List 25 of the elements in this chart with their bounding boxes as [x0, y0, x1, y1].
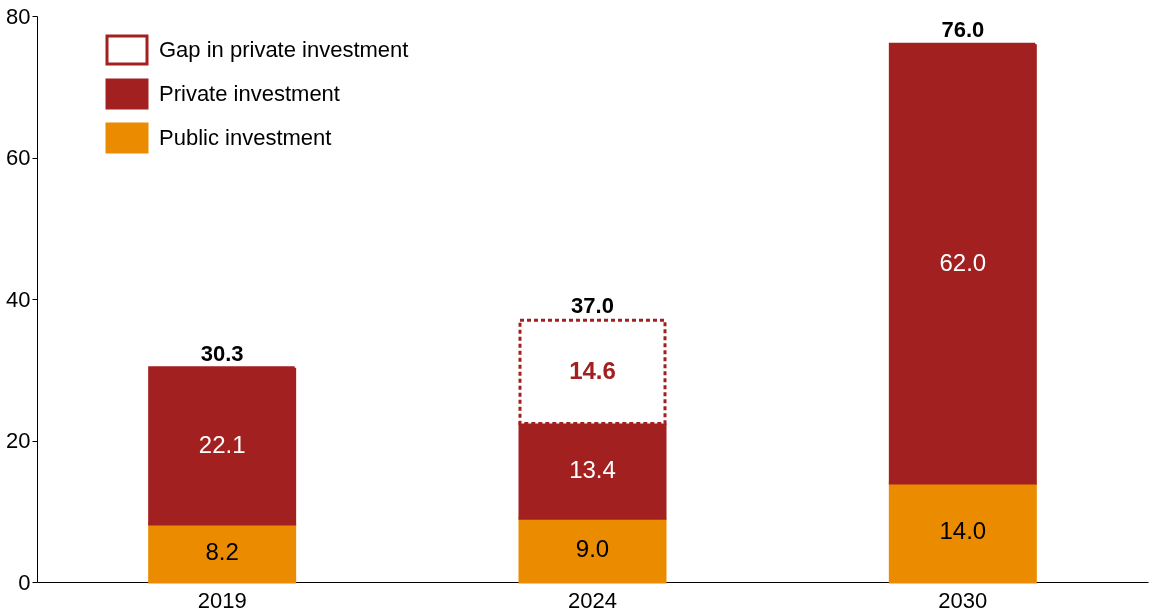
y-tick-label: 80 — [6, 3, 31, 29]
data-label: 8.2 — [205, 537, 239, 565]
data-label: 13.4 — [569, 455, 616, 483]
total-label: 30.3 — [200, 340, 244, 366]
x-tick-label: 2030 — [938, 587, 988, 613]
data-label: 14.0 — [939, 517, 987, 545]
data-label: 9.0 — [575, 535, 610, 563]
bar — [148, 522, 297, 584]
x-tick-label: 2024 — [568, 587, 617, 613]
legend-label: Public investment — [159, 125, 332, 150]
data-label: 62.0 — [939, 248, 987, 276]
legend-label: Private investment — [159, 81, 340, 106]
bar — [888, 42, 1037, 485]
data-label: 14.6 — [569, 356, 616, 384]
y-tick-label: 20 — [6, 428, 31, 453]
total-label: 37.0 — [571, 293, 614, 319]
data-label: 22.1 — [198, 430, 246, 458]
x-tick-label: 2019 — [197, 587, 247, 613]
y-tick-label: 0 — [18, 569, 31, 595]
y-tick-label: 40 — [6, 286, 31, 312]
y-tick-label: 60 — [6, 145, 31, 170]
bar — [888, 481, 1037, 584]
bar — [148, 366, 297, 526]
total-label: 76.0 — [941, 17, 985, 43]
legend-label: Gap in private investment — [159, 37, 409, 62]
